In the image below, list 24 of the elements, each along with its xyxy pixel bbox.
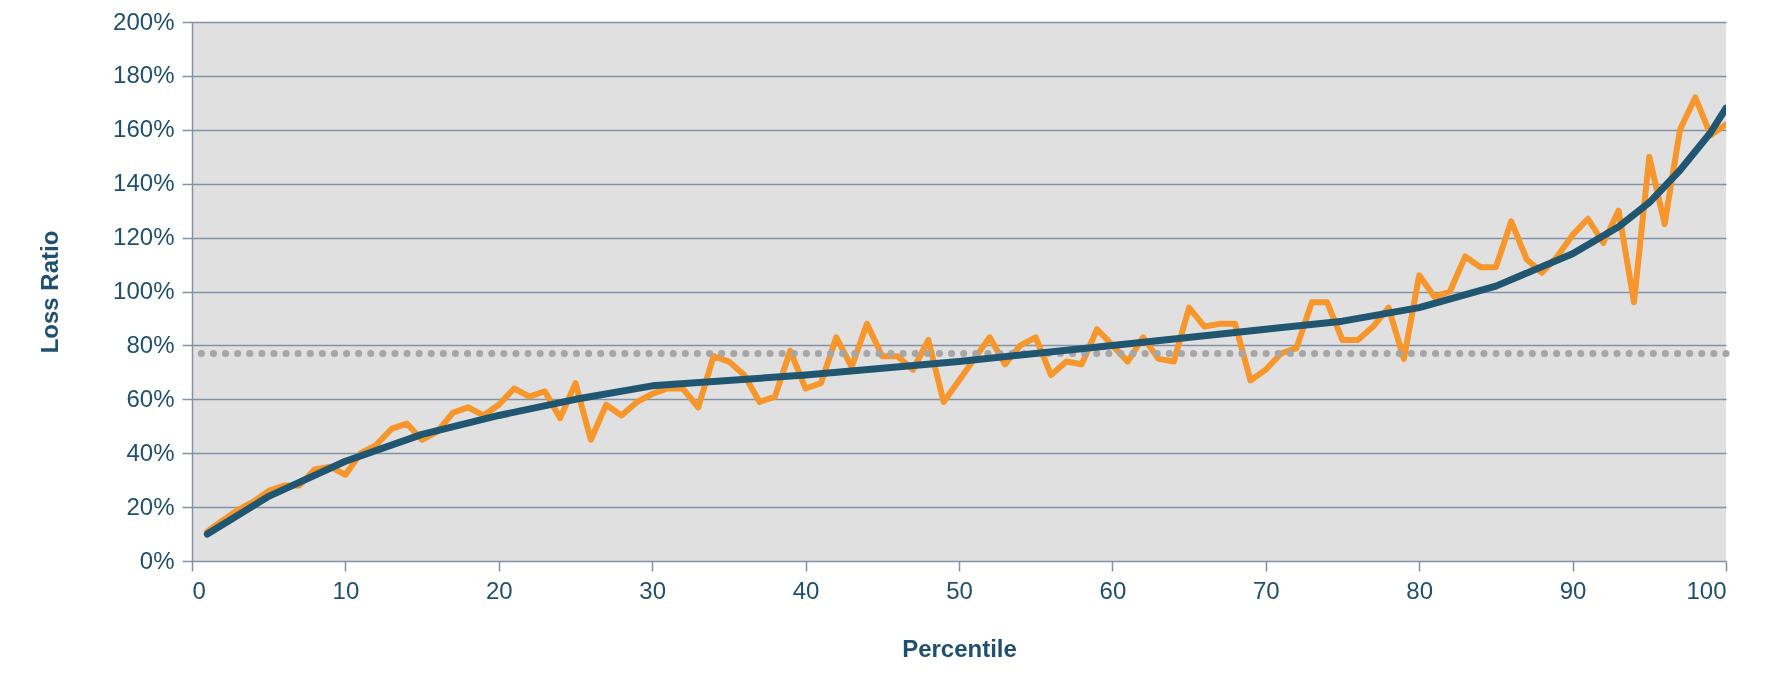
- x-tick-label: 20: [485, 576, 513, 604]
- y-tick-label: 100%: [113, 277, 175, 304]
- y-tick-label: 160%: [113, 115, 175, 143]
- y-axis-title: Loss Ratio: [36, 230, 64, 354]
- x-tick-label: 80: [1406, 576, 1434, 604]
- x-tick-label: 50: [946, 576, 973, 604]
- y-tick-label: 60%: [126, 384, 175, 412]
- x-tick-label: 40: [792, 576, 820, 604]
- x-tick-label: 10: [332, 576, 360, 604]
- y-tick-label: 20%: [126, 492, 175, 520]
- x-tick-label: 100: [1686, 576, 1727, 604]
- y-tick-label: 120%: [113, 223, 175, 251]
- x-tick-label: 0: [192, 576, 206, 604]
- x-tick-label: 60: [1099, 576, 1127, 604]
- x-axis-title: Percentile: [902, 634, 1017, 662]
- y-tick-label: 0%: [139, 546, 175, 574]
- y-tick-label: 40%: [126, 438, 175, 466]
- y-tick-label: 200%: [113, 7, 175, 35]
- y-tick-label: 180%: [113, 61, 175, 89]
- x-tick-label: 90: [1559, 576, 1587, 604]
- y-tick-label: 80%: [126, 330, 175, 358]
- y-tick-label: 140%: [113, 169, 175, 197]
- x-tick-label: 30: [639, 576, 667, 604]
- x-tick-label: 70: [1252, 576, 1280, 604]
